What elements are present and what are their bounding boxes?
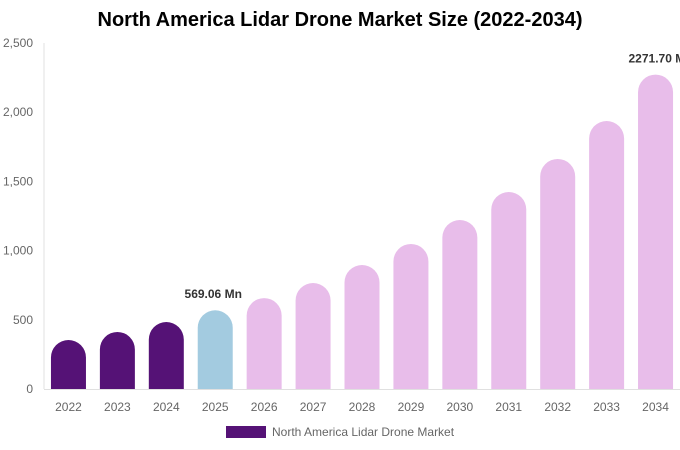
x-tick-label: 2032 (544, 400, 571, 414)
bar-2029 (393, 243, 429, 389)
data-label: 569.06 Mn (185, 287, 242, 301)
x-tick-label: 2029 (398, 400, 425, 414)
y-tick-label: 1,000 (3, 244, 33, 258)
legend[interactable]: North America Lidar Drone Market (226, 425, 454, 439)
bar-2028 (344, 264, 380, 389)
x-tick-label: 2023 (104, 400, 131, 414)
bar-2031 (491, 192, 527, 389)
legend-swatch (226, 426, 266, 438)
bar-2034 (638, 74, 674, 390)
y-tick-label: 2,000 (3, 105, 33, 119)
y-tick-label: 0 (26, 382, 33, 396)
y-tick-label: 1,500 (3, 174, 33, 188)
x-tick-label: 2030 (446, 400, 473, 414)
x-tick-label: 2026 (251, 400, 278, 414)
x-tick-label: 2025 (202, 400, 229, 414)
bar-2032 (540, 158, 576, 389)
bar-2024 (148, 322, 184, 389)
x-tick-label: 2028 (349, 400, 376, 414)
y-tick-label: 2,500 (3, 36, 33, 50)
bar-2023 (99, 331, 135, 389)
x-tick-label: 2031 (495, 400, 522, 414)
bar-2033 (589, 121, 625, 389)
x-tick-label: 2027 (300, 400, 327, 414)
bar-2022 (50, 340, 86, 389)
bar-2025 (197, 310, 233, 389)
bar-2030 (442, 220, 478, 389)
data-label: 2271.70 Mn (629, 52, 680, 66)
chart-title: North America Lidar Drone Market Size (2… (97, 9, 583, 31)
bar-2026 (246, 298, 282, 389)
bar-2027 (295, 282, 331, 389)
legend-label: North America Lidar Drone Market (272, 425, 455, 439)
x-tick-label: 2034 (642, 400, 669, 414)
x-tick-label: 2033 (593, 400, 620, 414)
y-tick-label: 500 (13, 313, 33, 327)
x-tick-label: 2024 (153, 400, 180, 414)
x-tick-label: 2022 (55, 400, 82, 414)
